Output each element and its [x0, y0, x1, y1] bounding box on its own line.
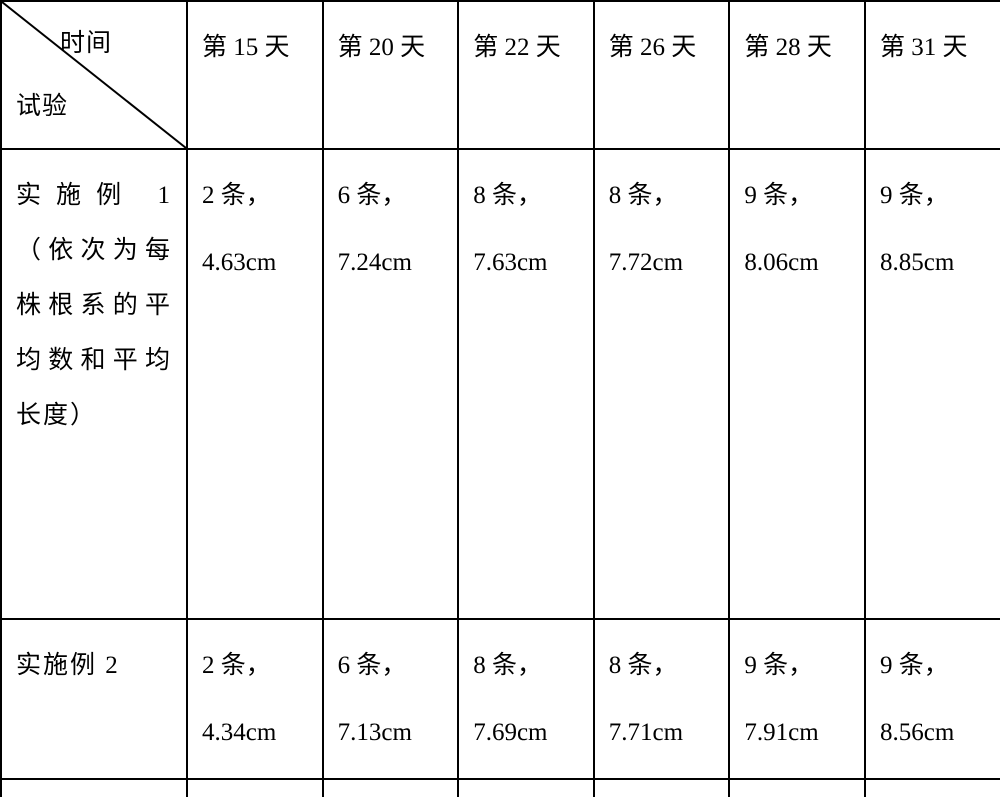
data-cell: 9 条， 8.56cm [865, 619, 1000, 779]
cell-count: 9 条， [880, 638, 986, 693]
data-cell: 8 条， 7.69cm [458, 619, 594, 779]
data-cell: 2 条， 4.34cm [187, 619, 323, 779]
data-cell: 9 条， 8.06cm [729, 149, 865, 619]
cell-count: 2 条， [202, 168, 308, 223]
cell-count: 9 条， [880, 168, 986, 223]
header-bottom-label: 试验 [16, 79, 68, 134]
data-cell: 6 条， 7.24cm [323, 149, 459, 619]
col-header: 第 26 天 [594, 1, 730, 149]
col-header: 第 28 天 [729, 1, 865, 149]
data-cell: 9 条， [729, 779, 865, 797]
cell-count: 8 条， [473, 638, 579, 693]
data-cell: 9 条， 7.91cm [729, 619, 865, 779]
cell-count: 8 条， [473, 168, 579, 223]
data-table: 时间 试验 第 15 天 第 20 天 第 22 天 第 26 天 第 28 天… [0, 0, 1000, 797]
data-cell: 8 条， [594, 779, 730, 797]
cell-length: 7.91cm [744, 705, 850, 760]
cell-count: 8 条， [609, 168, 715, 223]
data-cell: 6 条， 7.13cm [323, 619, 459, 779]
data-cell: 8 条， 7.71cm [594, 619, 730, 779]
cell-count: 6 条， [338, 168, 444, 223]
cell-length: 7.13cm [338, 705, 444, 760]
table-container: 时间 试验 第 15 天 第 20 天 第 22 天 第 26 天 第 28 天… [0, 0, 1000, 797]
corner-cell: 时间 试验 [1, 1, 187, 149]
data-cell: 2 条， 4.63cm [187, 149, 323, 619]
cell-length: 8.06cm [744, 235, 850, 290]
data-cell: 8 条， [458, 779, 594, 797]
cell-length: 8.56cm [880, 705, 986, 760]
data-cell: 9 条， [865, 779, 1000, 797]
cell-count: 9 条， [744, 168, 850, 223]
cell-length: 7.72cm [609, 235, 715, 290]
col-header: 第 31 天 [865, 1, 1000, 149]
row-label: 实施例 2 [1, 619, 187, 779]
cell-length: 7.69cm [473, 705, 579, 760]
cell-count: 2 条， [202, 638, 308, 693]
cell-length: 7.24cm [338, 235, 444, 290]
cell-length: 4.34cm [202, 705, 308, 760]
data-cell: 9 条， 8.85cm [865, 149, 1000, 619]
cell-count: 9 条， [744, 638, 850, 693]
col-header: 第 22 天 [458, 1, 594, 149]
row-label: 实施例 1（依次为每株根系的平均数和平均长度） [1, 149, 187, 619]
cell-length: 8.85cm [880, 235, 986, 290]
col-header: 第 20 天 [323, 1, 459, 149]
cell-count: 8 条， [609, 638, 715, 693]
header-top-label: 时间 [60, 16, 112, 71]
data-cell: 6 条， [323, 779, 459, 797]
cell-length: 7.71cm [609, 705, 715, 760]
cell-length: 7.63cm [473, 235, 579, 290]
table-row: 实施例 2 2 条， 4.34cm 6 条， 7.13cm 8 条， 7.69c… [1, 619, 1000, 779]
row-label: 实施例 3 [1, 779, 187, 797]
col-header: 第 15 天 [187, 1, 323, 149]
data-cell: 8 条， 7.63cm [458, 149, 594, 619]
cell-length: 4.63cm [202, 235, 308, 290]
data-cell: 8 条， 7.72cm [594, 149, 730, 619]
cell-count: 6 条， [338, 638, 444, 693]
table-row: 实施例 3 2 条， 6 条， 8 条， 8 条， 9 条， 9 条， [1, 779, 1000, 797]
table-row: 实施例 1（依次为每株根系的平均数和平均长度） 2 条， 4.63cm 6 条，… [1, 149, 1000, 619]
table-header-row: 时间 试验 第 15 天 第 20 天 第 22 天 第 26 天 第 28 天… [1, 1, 1000, 149]
data-cell: 2 条， [187, 779, 323, 797]
